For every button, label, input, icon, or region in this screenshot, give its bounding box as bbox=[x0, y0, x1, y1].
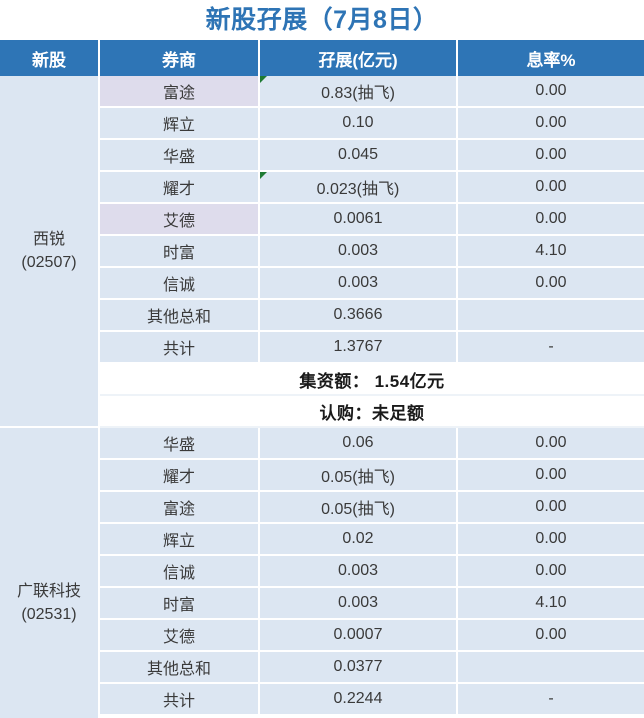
margin-amount-cell: 0.2244 bbox=[259, 683, 458, 716]
interest-rate-cell: - bbox=[457, 683, 644, 716]
stock-cell: 广联科技 (02531) bbox=[0, 427, 100, 718]
broker-cell: 共计 bbox=[99, 331, 260, 364]
table-row: 辉立 0.02 0.00 bbox=[0, 523, 644, 556]
table-row: 时富 0.003 4.10 bbox=[0, 587, 644, 620]
table-row: 耀才 0.023(抽飞) 0.00 bbox=[0, 171, 644, 204]
summary-row: 集资额： 1.54亿元 bbox=[0, 363, 644, 396]
broker-cell: 华盛 bbox=[99, 427, 260, 460]
interest-rate-cell: 0.00 bbox=[457, 171, 644, 204]
margin-financing-table: 新股 券商 孖展(亿元) 息率% 西锐 (02507) 富途 0.83(抽飞) 0.00… bbox=[0, 40, 644, 718]
margin-amount-cell: 0.0061 bbox=[259, 203, 458, 236]
summary-row: 认购：未足额 bbox=[0, 395, 644, 428]
margin-amount-cell: 0.02 bbox=[259, 523, 458, 556]
interest-rate-cell: 4.10 bbox=[457, 587, 644, 620]
table-body: 西锐 (02507) 富途 0.83(抽飞) 0.00 辉立 0.10 0.00 华盛 0.045… bbox=[0, 76, 644, 718]
margin-amount-cell: 1.3767 bbox=[259, 331, 458, 364]
interest-rate-cell: 0.00 bbox=[457, 523, 644, 556]
summary-text: 集资额： 1.54亿元 bbox=[99, 363, 644, 396]
interest-rate-cell bbox=[457, 299, 644, 332]
table-row: 信诚 0.003 0.00 bbox=[0, 267, 644, 300]
stock-cell: 西锐 (02507) bbox=[0, 76, 100, 428]
table-row: 其他总和 0.3666 bbox=[0, 299, 644, 332]
summary-text: 集资额： 0.34亿元 bbox=[99, 715, 644, 718]
table-row: 西锐 (02507) 富途 0.83(抽飞) 0.00 bbox=[0, 76, 644, 428]
stock-name: 广联科技 bbox=[16, 582, 81, 600]
interest-rate-cell: 0.00 bbox=[457, 491, 644, 524]
broker-cell: 耀才 bbox=[99, 459, 260, 492]
margin-amount-cell: 0.0377 bbox=[259, 651, 458, 684]
broker-cell: 共计 bbox=[99, 683, 260, 716]
table-row: 共计 1.3767- bbox=[0, 331, 644, 364]
broker-cell: 富途 bbox=[99, 491, 260, 524]
broker-cell: 艾德 bbox=[99, 619, 260, 652]
table-row: 共计 0.2244- bbox=[0, 683, 644, 716]
stock-code: (02531) bbox=[21, 606, 77, 623]
summary-text: 认购：未足额 bbox=[99, 395, 644, 428]
cell-error-marker-icon bbox=[260, 76, 267, 83]
page-title-bar: 新股孖展（7月8日） bbox=[0, 0, 644, 40]
interest-rate-cell: 0.00 bbox=[457, 619, 644, 652]
interest-rate-cell: - bbox=[457, 331, 644, 364]
margin-amount-cell: 0.06 bbox=[259, 427, 458, 460]
margin-amount-cell: 0.003 bbox=[259, 267, 458, 300]
interest-rate-cell bbox=[457, 651, 644, 684]
interest-rate-cell: 0.00 bbox=[457, 107, 644, 140]
margin-amount-cell: 0.3666 bbox=[259, 299, 458, 332]
table-row: 辉立 0.10 0.00 bbox=[0, 107, 644, 140]
column-header-rate: 息率% bbox=[457, 40, 644, 76]
broker-cell: 其他总和 bbox=[99, 299, 260, 332]
column-header-broker: 券商 bbox=[99, 40, 260, 76]
table-row: 艾德 0.0061 0.00 bbox=[0, 203, 644, 236]
table-row: 艾德 0.0007 0.00 bbox=[0, 619, 644, 652]
interest-rate-cell: 0.00 bbox=[457, 427, 644, 460]
column-header-stock: 新股 bbox=[0, 40, 100, 76]
interest-rate-cell: 0.00 bbox=[457, 267, 644, 300]
table-row: 华盛 0.045 0.00 bbox=[0, 139, 644, 172]
table-row: 时富 0.003 4.10 bbox=[0, 235, 644, 268]
interest-rate-cell: 0.00 bbox=[457, 76, 644, 108]
broker-cell: 时富 bbox=[99, 587, 260, 620]
broker-cell: 信诚 bbox=[99, 267, 260, 300]
stock-name: 西锐 bbox=[32, 230, 65, 248]
margin-amount-cell: 0.003 bbox=[259, 555, 458, 588]
margin-amount-cell: 0.83(抽飞) bbox=[259, 76, 458, 108]
table-row: 耀才 0.05(抽飞) 0.00 bbox=[0, 459, 644, 492]
margin-amount-cell: 0.003 bbox=[259, 235, 458, 268]
margin-amount-cell: 0.0007 bbox=[259, 619, 458, 652]
broker-cell: 艾德 bbox=[99, 203, 260, 236]
broker-cell: 其他总和 bbox=[99, 651, 260, 684]
table-row: 信诚 0.003 0.00 bbox=[0, 555, 644, 588]
broker-cell: 时富 bbox=[99, 235, 260, 268]
table-header-row: 新股 券商 孖展(亿元) 息率% bbox=[0, 40, 644, 76]
interest-rate-cell: 0.00 bbox=[457, 459, 644, 492]
broker-cell: 辉立 bbox=[99, 523, 260, 556]
margin-amount-cell: 0.10 bbox=[259, 107, 458, 140]
interest-rate-cell: 0.00 bbox=[457, 139, 644, 172]
table-row: 富途 0.05(抽飞) 0.00 bbox=[0, 491, 644, 524]
page-title: 新股孖展（7月8日） bbox=[205, 5, 439, 34]
broker-cell: 信诚 bbox=[99, 555, 260, 588]
stock-code: (02507) bbox=[21, 254, 77, 271]
cell-error-marker-icon bbox=[260, 172, 267, 179]
summary-row: 集资额： 0.34亿元 bbox=[0, 715, 644, 718]
margin-amount-cell: 0.003 bbox=[259, 587, 458, 620]
margin-amount-cell: 0.05(抽飞) bbox=[259, 491, 458, 524]
margin-amount-cell: 0.05(抽飞) bbox=[259, 459, 458, 492]
table-row: 广联科技 (02531) 华盛 0.06 0.00 bbox=[0, 427, 644, 718]
margin-amount-cell: 0.045 bbox=[259, 139, 458, 172]
table-row: 其他总和 0.0377 bbox=[0, 651, 644, 684]
broker-cell: 耀才 bbox=[99, 171, 260, 204]
column-header-margin: 孖展(亿元) bbox=[259, 40, 458, 76]
interest-rate-cell: 0.00 bbox=[457, 555, 644, 588]
interest-rate-cell: 4.10 bbox=[457, 235, 644, 268]
interest-rate-cell: 0.00 bbox=[457, 203, 644, 236]
broker-cell: 华盛 bbox=[99, 139, 260, 172]
margin-amount-cell: 0.023(抽飞) bbox=[259, 171, 458, 204]
broker-cell: 富途 bbox=[99, 76, 260, 108]
broker-cell: 辉立 bbox=[99, 107, 260, 140]
